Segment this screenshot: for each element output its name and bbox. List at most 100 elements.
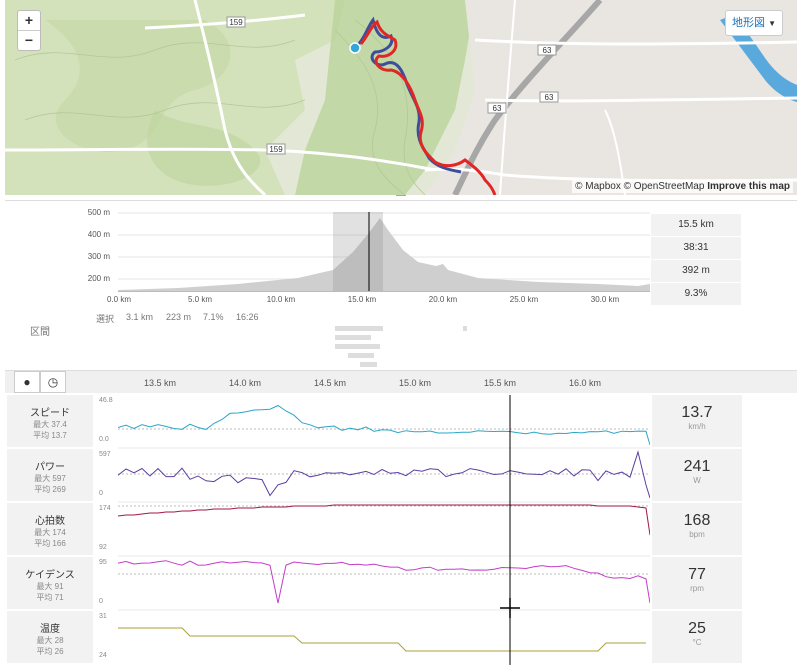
km-tick: 14.5 km xyxy=(313,378,346,388)
segment-bar[interactable] xyxy=(335,326,383,331)
x-tick: 10.0 km xyxy=(266,295,296,304)
cadence-y-max: 95 xyxy=(99,559,107,566)
heart-rate-unit: bpm xyxy=(689,530,705,539)
y-tick: 200 m xyxy=(87,274,110,283)
segment-bar[interactable] xyxy=(360,362,377,367)
selection-time: 16:26 xyxy=(236,312,259,322)
cadence-current: 77 rpm xyxy=(652,557,742,609)
temperature-y-min: 24 xyxy=(99,652,107,659)
row-avg: 平均 269 xyxy=(34,485,66,494)
selection-range[interactable] xyxy=(333,212,383,292)
clock-icon[interactable]: ◷ xyxy=(40,371,66,393)
x-tick: 30.0 km xyxy=(590,295,620,304)
zoom-controls: + − xyxy=(17,10,41,51)
km-tick: 16.0 km xyxy=(568,378,601,388)
segment-grade: 9.3% xyxy=(651,282,741,305)
temperature-current: 25 °C xyxy=(652,611,742,663)
power-unit: W xyxy=(693,476,701,485)
temperature-series-line xyxy=(118,627,646,652)
zoom-in-button[interactable]: + xyxy=(18,11,40,31)
km-tick: 14.0 km xyxy=(228,378,261,388)
temperature-value: 25 xyxy=(688,620,706,637)
km-tick: 15.0 km xyxy=(398,378,431,388)
segment-elevation: 392 m xyxy=(651,259,741,282)
speed-row-label: スピード 最大 37.4 平均 13.7 xyxy=(7,395,93,447)
divider xyxy=(5,200,797,201)
cadence-series-line xyxy=(118,560,650,604)
heart-rate-series-line xyxy=(118,504,650,536)
row-title: ケイデンス xyxy=(25,570,75,581)
map-pin-icon[interactable]: ● xyxy=(14,371,40,393)
analysis-charts[interactable] xyxy=(118,395,650,665)
map-type-dropdown[interactable]: 地形図 ▼ xyxy=(725,10,783,36)
temperature-row-label: 温度 最大 28 平均 26 xyxy=(7,611,93,663)
segments-label: 区間 xyxy=(30,327,50,338)
row-max: 最大 28 xyxy=(36,636,64,645)
km-tick: 15.5 km xyxy=(483,378,516,388)
row-avg: 平均 26 xyxy=(36,647,64,656)
speed-value: 13.7 xyxy=(681,404,713,421)
power-row-label: パワー 最大 597 平均 269 xyxy=(7,449,93,501)
road-label: 63 xyxy=(543,46,552,55)
segment-bar[interactable] xyxy=(348,353,374,358)
power-y-min: 0 xyxy=(99,490,103,497)
selection-grade: 7.1% xyxy=(203,312,224,322)
segment-bar[interactable] xyxy=(335,335,371,340)
heart-rate-y-min: 92 xyxy=(99,544,107,551)
route-map[interactable]: 159 159 63 63 63 + − 地形図 ▼ © Mapbox © Op… xyxy=(5,0,797,195)
x-tick: 5.0 km xyxy=(187,295,212,304)
road-label: 159 xyxy=(229,18,243,27)
heart-rate-y-max: 174 xyxy=(99,505,111,512)
selection-distance: 3.1 km xyxy=(126,312,154,322)
temperature-y-max: 31 xyxy=(99,613,107,620)
y-tick: 300 m xyxy=(87,252,110,261)
map-canvas[interactable]: 159 159 63 63 63 xyxy=(5,0,797,195)
segment-bar[interactable] xyxy=(463,326,467,331)
y-tick: 400 m xyxy=(87,230,110,239)
x-tick: 25.0 km xyxy=(509,295,539,304)
speed-y-max: 46.8 xyxy=(99,397,113,404)
speed-current: 13.7 km/h xyxy=(652,395,742,447)
elevation-profile xyxy=(118,218,650,292)
segment-bar[interactable] xyxy=(335,344,380,349)
row-max: 最大 174 xyxy=(34,528,66,537)
improve-map-link[interactable]: Improve this map xyxy=(707,181,790,192)
cadence-row-label: ケイデンス 最大 91 平均 71 xyxy=(7,557,93,609)
mapbox-attribution-link[interactable]: © Mapbox xyxy=(575,181,621,192)
segment-time: 38:31 xyxy=(651,236,741,259)
selection-label: 選択 xyxy=(96,314,115,324)
x-tick: 15.0 km xyxy=(347,295,377,304)
row-avg: 平均 71 xyxy=(36,593,64,602)
power-value: 241 xyxy=(683,458,711,475)
crosshair-cursor xyxy=(500,598,520,618)
speed-unit: km/h xyxy=(688,422,706,431)
road-label: 63 xyxy=(493,104,502,113)
speed-y-min: 0.0 xyxy=(99,436,109,443)
power-current: 241 W xyxy=(652,449,742,501)
km-tick: 13.5 km xyxy=(143,378,176,388)
cadence-unit: rpm xyxy=(690,584,704,593)
speed-series-line xyxy=(118,404,650,446)
row-max: 最大 37.4 xyxy=(33,420,67,429)
osm-attribution-link[interactable]: © OpenStreetMap xyxy=(623,181,705,192)
map-attribution: © Mapbox © OpenStreetMap Improve this ma… xyxy=(572,180,793,193)
x-tick: 0.0 km xyxy=(106,295,131,304)
road-label: 63 xyxy=(545,93,554,102)
power-series-line xyxy=(118,450,650,499)
heart-rate-current: 168 bpm xyxy=(652,503,742,555)
cadence-value: 77 xyxy=(688,566,706,583)
selection-elevation: 223 m xyxy=(166,312,192,322)
power-y-max: 597 xyxy=(99,451,111,458)
caret-down-icon: ▼ xyxy=(768,19,776,28)
row-title: スピード xyxy=(30,408,70,419)
row-max: 最大 597 xyxy=(34,474,66,483)
elevation-chart[interactable] xyxy=(118,212,650,292)
segment-distance: 15.5 km xyxy=(651,213,741,236)
row-max: 最大 91 xyxy=(36,582,64,591)
road-label: 159 xyxy=(269,145,283,154)
row-title: 温度 xyxy=(40,624,60,635)
y-tick: 500 m xyxy=(87,208,110,217)
row-title: パワー xyxy=(35,462,65,473)
x-tick: 20.0 km xyxy=(428,295,458,304)
zoom-out-button[interactable]: − xyxy=(24,32,34,48)
